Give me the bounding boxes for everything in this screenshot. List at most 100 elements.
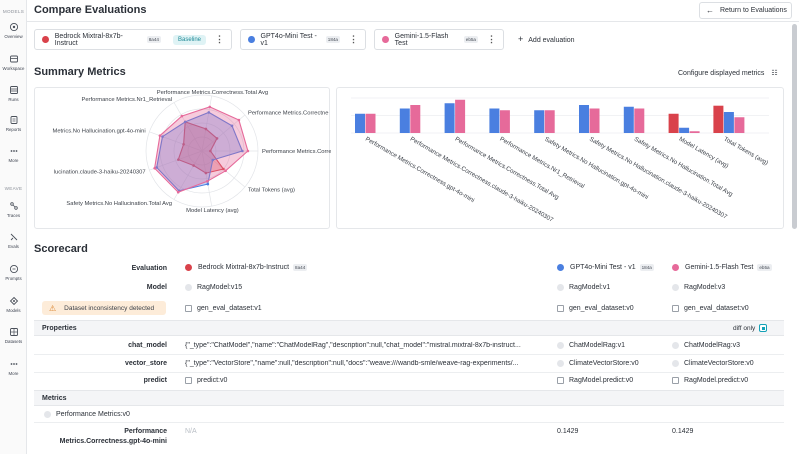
- metrics-header: Metrics: [34, 390, 784, 406]
- kebab-menu-icon[interactable]: ⋮: [349, 34, 358, 44]
- baseline-badge: Baseline: [172, 34, 206, 45]
- bar-1-0: [399, 108, 410, 133]
- op-icon: [672, 377, 679, 384]
- sidebar-item-datasets[interactable]: Datasets: [0, 327, 27, 344]
- warning-text: Dataset inconsistency detected: [64, 304, 155, 312]
- property-ref: ChatModelRag:v3: [684, 342, 741, 349]
- radar-axis-line: [201, 114, 246, 152]
- evaluation-hash: eb5a: [757, 264, 772, 271]
- bar-6-1: [634, 108, 645, 133]
- diff-only-toggle[interactable]: diff only: [733, 324, 768, 332]
- scrollbar[interactable]: [792, 24, 797, 229]
- property-link[interactable]: ClimateVectorStore:v0: [672, 360, 754, 367]
- property-link[interactable]: RagModel.predict:v0: [672, 377, 748, 384]
- configure-metrics-label: Configure displayed metrics: [678, 70, 765, 77]
- metric-value: 0.1429: [557, 428, 579, 435]
- property-link[interactable]: RagModel.predict:v0: [557, 377, 633, 384]
- radar-point: [206, 180, 209, 183]
- sidebar-item-workspace[interactable]: Workspace: [0, 54, 27, 71]
- dataset-warning-banner: ⚠ Dataset inconsistency detected: [42, 301, 166, 315]
- radar-point: [153, 166, 156, 170]
- eval-color-dot: [672, 264, 679, 271]
- kebab-menu-icon[interactable]: ⋮: [215, 34, 224, 44]
- property-ref: predict:v0: [197, 377, 228, 384]
- row-divider: [34, 372, 784, 373]
- dataset-link[interactable]: gen_eval_dataset:v0: [672, 305, 749, 312]
- plus-icon: +: [518, 34, 524, 44]
- runs-icon: [9, 86, 18, 94]
- sidebar-item-label: Evals: [8, 244, 19, 249]
- model-name: RagModel:v15: [197, 284, 243, 291]
- scorecard-eval-gemini[interactable]: Gemini-1.5-Flash Test eb5a: [672, 264, 772, 271]
- radar-point: [176, 190, 180, 194]
- warning-icon: ⚠: [49, 303, 57, 313]
- eval-color-dot: [42, 36, 49, 43]
- eval-color-dot: [248, 36, 255, 43]
- model-icon: [557, 284, 564, 291]
- bar-5-1: [589, 108, 600, 133]
- bar-0-0: [355, 113, 365, 133]
- scorecard-eval-gpt4o[interactable]: GPT4o-Mini Test - v1 184a: [557, 264, 654, 271]
- radar-axis-label: Performance Metrics.Correctne: [248, 110, 329, 116]
- sidebar-item-evals[interactable]: Evals: [0, 232, 27, 249]
- bar-8-1: [723, 112, 734, 133]
- sidebar-item-more[interactable]: More: [0, 146, 27, 163]
- property-label-vector-store: vector_store: [124, 360, 167, 367]
- radar-point: [209, 149, 212, 153]
- bar-7-2: [689, 131, 700, 133]
- evals-icon: [10, 233, 17, 241]
- return-to-evaluations-button[interactable]: ← Return to Evaluations: [699, 2, 792, 19]
- sidebar-item-models[interactable]: Models: [0, 296, 27, 313]
- property-value: {"_type":"ChatModel","name":"ChatModelRa…: [185, 342, 545, 349]
- sidebar-item-reports[interactable]: Reports: [0, 115, 27, 132]
- sidebar-item-traces[interactable]: Traces: [0, 201, 27, 218]
- radar-point: [183, 120, 187, 124]
- configure-metrics-button[interactable]: Configure displayed metrics ☷: [678, 69, 778, 77]
- sidebar-item-more-weave[interactable]: More: [0, 359, 27, 376]
- sidebar-item-runs[interactable]: Runs: [0, 85, 27, 102]
- radar-series-1: [156, 111, 244, 192]
- sidebar-item-prompts[interactable]: Prompts: [0, 264, 27, 281]
- property-json: {"_type":"VectorStore","name":null,"desc…: [185, 360, 519, 367]
- property-ref: RagModel.predict:v0: [684, 377, 749, 384]
- property-link[interactable]: predict:v0: [185, 377, 227, 384]
- add-evaluation-button[interactable]: + Add evaluation: [518, 34, 575, 44]
- kebab-menu-icon[interactable]: ⋮: [487, 34, 496, 44]
- sidebar-item-overview[interactable]: Overview: [0, 22, 27, 39]
- radar-point: [230, 124, 234, 128]
- evaluation-hash: 8a44: [293, 264, 308, 271]
- evaluation-chip-gemini[interactable]: Gemini-1.5-Flash Test eb5a ⋮: [374, 29, 504, 50]
- property-link[interactable]: ChatModelRag:v3: [672, 342, 740, 349]
- bar-5-0: [579, 105, 589, 133]
- dataset-link[interactable]: gen_eval_dataset:v1: [185, 305, 262, 312]
- header-divider: [27, 21, 799, 22]
- diff-only-label: diff only: [733, 324, 756, 332]
- evaluation-chip-bedrock[interactable]: Bedrock Mixtral-8x7b-Instruct 8a44 Basel…: [34, 29, 232, 50]
- radar-point: [155, 166, 159, 169]
- radar-axis-line: [201, 150, 213, 207]
- diff-only-checkbox[interactable]: [759, 324, 768, 332]
- summary-metrics-title: Summary Metrics: [34, 66, 126, 78]
- evaluation-chip-gpt4o[interactable]: GPT4o-Mini Test - v1 184a ⋮: [240, 29, 366, 50]
- radar-axis-line: [149, 131, 203, 152]
- metric-group-link[interactable]: Performance Metrics:v0: [44, 411, 130, 418]
- radar-axis-label: Model Latency (avg): [186, 208, 239, 214]
- arrow-left-icon: ←: [706, 6, 714, 15]
- scorecard-eval-bedrock[interactable]: Bedrock Mixtral-8x7b-Instruct 8a44: [185, 264, 308, 271]
- radar-point: [237, 118, 241, 122]
- model-link[interactable]: RagModel:v1: [557, 284, 610, 291]
- row-divider: [34, 354, 784, 355]
- property-link[interactable]: ClimateVectorStore:v0: [557, 360, 639, 367]
- property-link[interactable]: ChatModelRag:v1: [557, 342, 625, 349]
- more-icon: [10, 363, 17, 365]
- model-link[interactable]: RagModel:v15: [185, 284, 242, 291]
- bar-2-1: [455, 99, 466, 133]
- radar-axis-label: Performance Metrics.Correctness.Total Av…: [157, 90, 268, 96]
- model-icon: [185, 284, 192, 291]
- properties-label: Properties: [42, 324, 77, 332]
- bar-chart-panel: Performance Metrics.Correctness.gpt-4o-m…: [336, 87, 784, 229]
- dataset-link[interactable]: gen_eval_dataset:v0: [557, 305, 634, 312]
- model-link[interactable]: RagModel:v3: [672, 284, 725, 291]
- models-icon: [9, 296, 18, 306]
